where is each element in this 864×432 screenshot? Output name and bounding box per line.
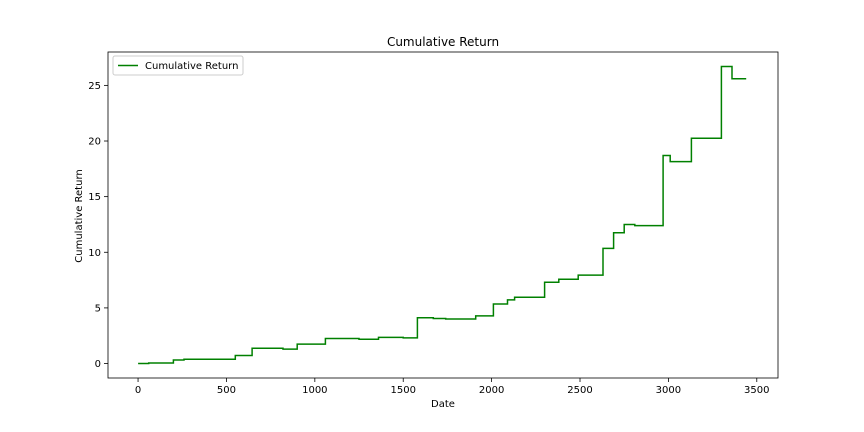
y-tick-label: 20 bbox=[88, 137, 101, 148]
x-tick-label: 2500 bbox=[567, 385, 592, 396]
chart-title: Cumulative Return bbox=[387, 35, 499, 49]
plot-area: 0 500 1000 1500 2000 2500 3000 3500 0 5 10 15 20 25 bbox=[88, 51, 779, 396]
x-tick-label: 3000 bbox=[656, 385, 681, 396]
legend-box bbox=[112, 55, 244, 76]
legend-series-label: Cumulative Return bbox=[145, 61, 238, 72]
y-tick-label: 25 bbox=[88, 81, 101, 92]
x-tick-label: 500 bbox=[217, 385, 236, 396]
y-tick-label: 15 bbox=[88, 192, 101, 203]
x-tick-label: 0 bbox=[135, 385, 141, 396]
x-tick-label: 1500 bbox=[390, 385, 415, 396]
y-tick-label: 0 bbox=[95, 359, 101, 370]
x-tick-label: 1000 bbox=[302, 385, 327, 396]
axes-frame bbox=[107, 51, 779, 379]
series-line-0 bbox=[138, 65, 747, 365]
x-axis-label: Date bbox=[431, 399, 455, 410]
y-axis-label: Cumulative Return bbox=[74, 169, 85, 262]
y-tick-label: 5 bbox=[95, 303, 101, 314]
x-tick-label: 3500 bbox=[744, 385, 769, 396]
y-tick-label: 10 bbox=[88, 248, 101, 259]
legend: Cumulative Return bbox=[112, 55, 244, 76]
x-tick-label: 2000 bbox=[479, 385, 504, 396]
